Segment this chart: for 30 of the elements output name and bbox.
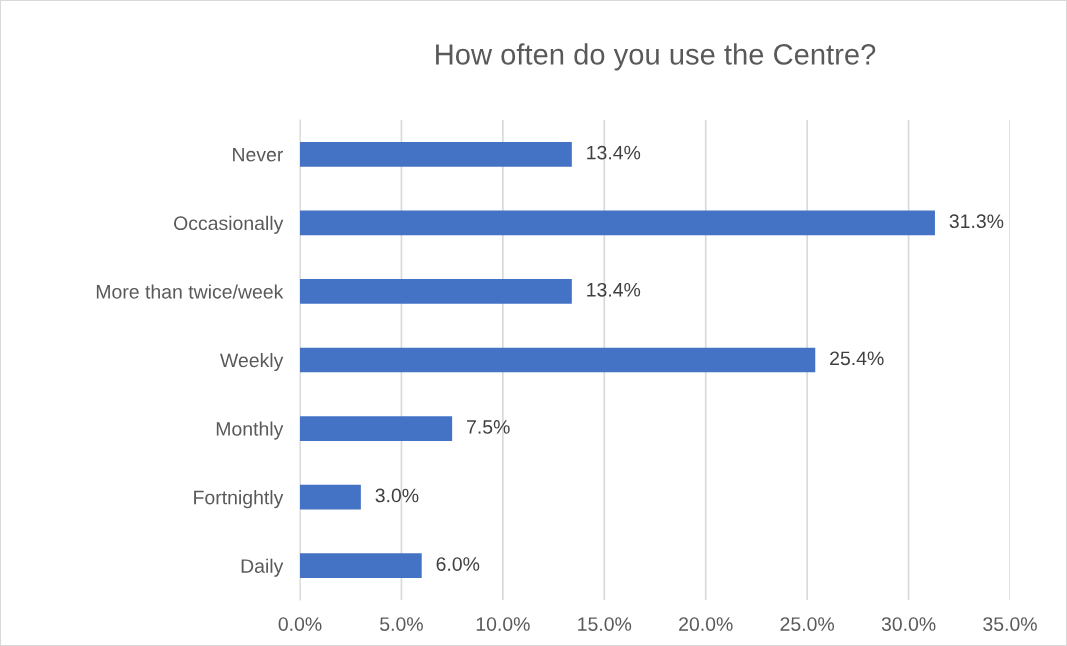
data-label: 13.4% (587, 145, 641, 160)
bar (300, 347, 816, 373)
data-label: 7.5% (467, 420, 510, 434)
bar (300, 553, 422, 579)
data-label: 25.4% (830, 351, 884, 366)
data-label: 6.0% (436, 557, 480, 571)
bar (300, 279, 572, 304)
bar (300, 416, 453, 441)
x-tick-label: 15.0% (578, 617, 632, 631)
data-label: 3.0% (375, 488, 419, 503)
x-tick-label: 10.0% (476, 617, 530, 631)
bar (300, 210, 935, 236)
y-tick-label: Daily (241, 558, 284, 577)
x-tick-label: 20.0% (679, 617, 733, 631)
x-tick-label: 30.0% (881, 617, 936, 631)
y-tick-label: Weekly (220, 352, 284, 372)
y-tick-label: Occasionally (174, 215, 284, 234)
x-tick-label: 35.0% (983, 617, 1037, 631)
y-tick-label: Monthly (216, 421, 284, 440)
y-tick-label: Fortnightly (194, 490, 284, 509)
y-tick-label: More than twice/week (96, 284, 284, 299)
x-tick-label: 0.0% (278, 617, 322, 631)
bar (300, 141, 572, 167)
data-label: 31.3% (949, 214, 1004, 229)
y-tick-label: Never (233, 147, 284, 162)
x-tick-label: 5.0% (380, 617, 423, 631)
chart-title: How often do you use the Centre? (436, 43, 876, 71)
x-tick-label: 25.0% (780, 617, 835, 631)
bar (300, 484, 361, 510)
data-label: 13.4% (587, 282, 641, 297)
